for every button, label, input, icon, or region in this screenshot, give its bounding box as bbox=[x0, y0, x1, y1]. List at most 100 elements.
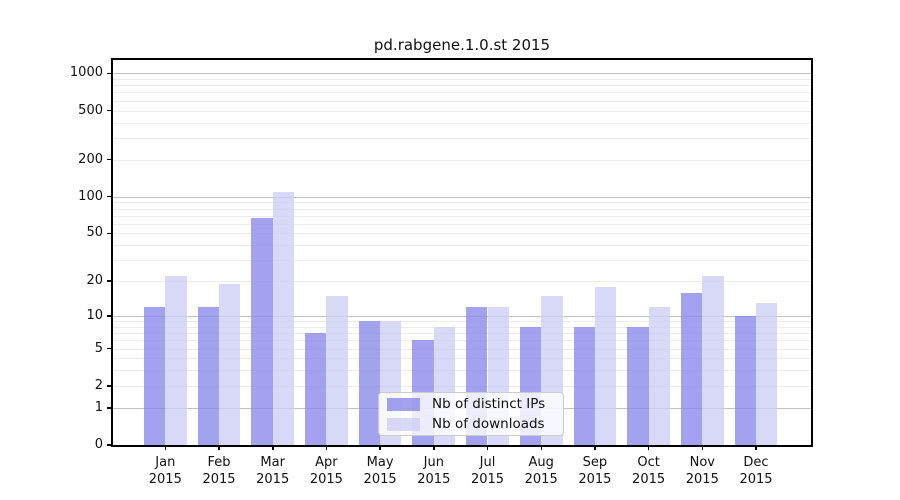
x-tick-month: Apr bbox=[315, 455, 338, 470]
x-tick-mark bbox=[325, 445, 328, 450]
bar-downloads-dec bbox=[756, 303, 778, 445]
y-tick-mark bbox=[107, 195, 113, 198]
bar-downloads-mar bbox=[272, 191, 295, 445]
x-tick-mark bbox=[272, 445, 274, 450]
y-tick-mark bbox=[107, 444, 113, 446]
x-tick-month: May bbox=[366, 455, 394, 470]
x-tick-mark bbox=[379, 445, 381, 450]
x-tick-label-jan: Jan 2015 bbox=[135, 454, 195, 488]
y-tick-mark bbox=[107, 385, 113, 387]
bar-ips-mar bbox=[251, 218, 273, 445]
x-tick-label-jun: Jun 2015 bbox=[404, 454, 464, 488]
gridline-minor bbox=[113, 208, 811, 210]
y-tick-label: 1 bbox=[94, 399, 103, 415]
x-tick-label-mar: Mar 2015 bbox=[243, 454, 303, 488]
x-tick-month: Jun bbox=[423, 455, 444, 470]
gridline-minor bbox=[113, 159, 811, 161]
legend-row-ips: Nb of distinct IPs bbox=[379, 396, 563, 413]
x-tick-year: 2015 bbox=[578, 472, 612, 487]
legend: Nb of distinct IPs Nb of downloads bbox=[378, 392, 564, 436]
x-tick-mark bbox=[594, 445, 596, 450]
x-tick-mark bbox=[164, 445, 167, 450]
y-tick-label: 0 bbox=[94, 437, 103, 452]
legend-label-distinct-ips: Nb of distinct IPs bbox=[432, 396, 546, 412]
x-tick-month: Dec bbox=[743, 455, 769, 470]
x-tick-month: Jan bbox=[155, 455, 176, 470]
x-tick-mark bbox=[647, 445, 650, 450]
y-tick-label: 500 bbox=[78, 102, 103, 118]
gridline-major bbox=[113, 196, 811, 198]
x-tick-month: Mar bbox=[260, 455, 285, 470]
gridline-minor bbox=[113, 358, 811, 360]
y-tick-mark bbox=[107, 72, 113, 74]
gridline-minor bbox=[113, 340, 811, 342]
gridline-minor bbox=[113, 333, 811, 335]
bar-downloads-nov bbox=[702, 276, 724, 445]
gridline-minor bbox=[113, 348, 811, 350]
gridline-minor bbox=[113, 385, 811, 387]
gridline-minor bbox=[113, 233, 811, 235]
y-tick-mark bbox=[107, 158, 113, 161]
y-tick-label: 5 bbox=[94, 340, 103, 356]
gridline-minor bbox=[113, 92, 811, 94]
gridline-major bbox=[113, 73, 811, 75]
legend-swatch-downloads bbox=[387, 417, 420, 431]
x-tick-label-oct: Oct 2015 bbox=[619, 454, 679, 488]
gridline-minor bbox=[113, 122, 811, 124]
bar-ips-oct bbox=[627, 326, 649, 445]
plot-area: Nb of distinct IPs Nb of downloads bbox=[111, 58, 813, 447]
y-tick-label: 200 bbox=[78, 151, 103, 167]
y-tick-label: 50 bbox=[86, 225, 103, 241]
bar-downloads-feb bbox=[219, 283, 241, 445]
x-tick-year: 2015 bbox=[524, 472, 558, 487]
x-tick-year: 2015 bbox=[417, 472, 451, 487]
x-tick-month: Oct bbox=[637, 455, 660, 470]
x-tick-month: Feb bbox=[207, 455, 231, 470]
bar-downloads-oct bbox=[648, 307, 670, 445]
x-tick-mark bbox=[218, 445, 220, 450]
gridline-minor bbox=[113, 215, 811, 217]
x-tick-year: 2015 bbox=[256, 472, 290, 487]
bar-ips-feb bbox=[197, 307, 219, 445]
bar-ips-apr bbox=[305, 333, 327, 445]
chart-title: pd.rabgene.1.0.st 2015 bbox=[373, 36, 551, 54]
gridline-minor bbox=[113, 100, 811, 102]
x-tick-label-nov: Nov 2015 bbox=[672, 454, 732, 488]
x-tick-mark bbox=[433, 445, 435, 450]
bar-ips-sep bbox=[573, 326, 595, 445]
y-tick-mark bbox=[107, 315, 113, 317]
x-tick-year: 2015 bbox=[632, 472, 666, 487]
bar-ips-jan bbox=[143, 307, 166, 445]
y-tick-mark bbox=[107, 407, 113, 409]
y-tick-label: 1000 bbox=[69, 65, 103, 81]
y-tick-label: 100 bbox=[78, 188, 103, 204]
gridline-minor bbox=[113, 78, 811, 80]
bar-downloads-apr bbox=[326, 295, 348, 445]
x-tick-year: 2015 bbox=[309, 472, 343, 487]
gridline-minor bbox=[113, 110, 811, 112]
x-tick-year: 2015 bbox=[363, 472, 397, 487]
y-tick-label: 10 bbox=[86, 308, 103, 323]
x-tick-label-sep: Sep 2015 bbox=[565, 454, 625, 488]
y-tick-mark bbox=[107, 280, 113, 282]
gridline-minor bbox=[113, 326, 811, 328]
x-tick-mark bbox=[755, 445, 757, 450]
x-tick-year: 2015 bbox=[202, 472, 236, 487]
x-tick-label-dec: Dec 2015 bbox=[726, 454, 786, 488]
gridline-minor bbox=[113, 370, 811, 372]
x-tick-year: 2015 bbox=[148, 472, 182, 487]
gridline-minor bbox=[113, 137, 811, 139]
x-tick-month: Jul bbox=[479, 455, 496, 470]
gridline-major bbox=[113, 316, 811, 317]
legend-label-downloads: Nb of downloads bbox=[432, 416, 545, 432]
bar-downloads-sep bbox=[594, 286, 617, 445]
x-tick-year: 2015 bbox=[685, 472, 719, 487]
x-tick-mark bbox=[701, 445, 703, 450]
gridline-minor bbox=[113, 321, 811, 323]
x-tick-label-jul: Jul 2015 bbox=[458, 454, 518, 488]
y-tick-label: 20 bbox=[86, 273, 103, 289]
legend-swatch-distinct-ips bbox=[387, 397, 420, 411]
legend-row-downloads: Nb of downloads bbox=[379, 416, 563, 433]
x-tick-mark bbox=[486, 445, 489, 450]
